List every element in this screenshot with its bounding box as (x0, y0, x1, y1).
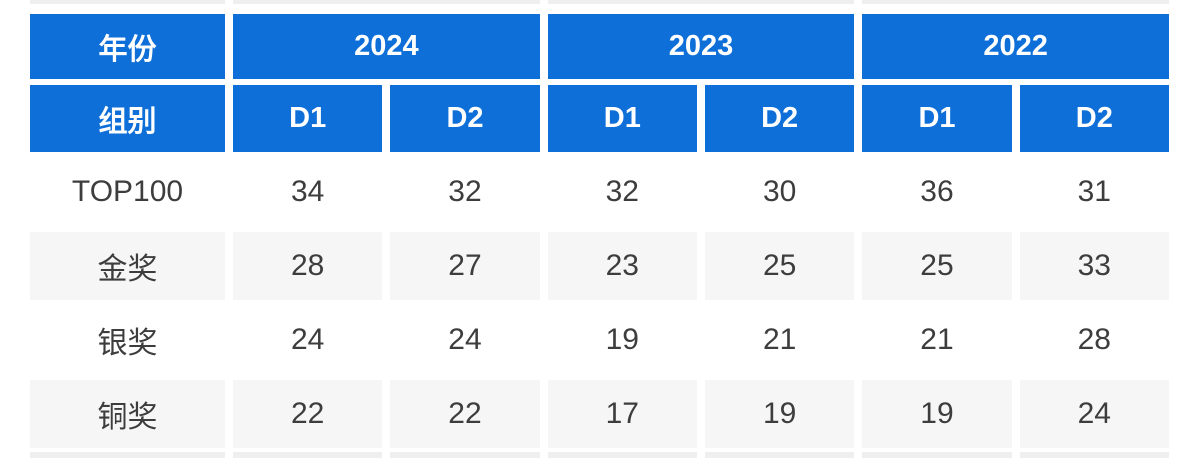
value-cell: 34 (290, 175, 325, 208)
cutoff-segment (862, 452, 1012, 458)
header-year-2023: 2023 (547, 14, 855, 79)
header-2023-d1: D1 (547, 85, 697, 152)
cutoff-segment (547, 452, 697, 458)
value-cell: 28 (233, 232, 383, 300)
cutoff-segment (30, 452, 225, 458)
value-cell: 21 (920, 323, 954, 356)
cutoff-segment (862, 0, 1169, 4)
row-label-top100: TOP100 (71, 175, 184, 208)
value-cell: 28 (1077, 323, 1111, 356)
row-label-silver: 银奖 (97, 327, 158, 360)
value-cell: 22 (233, 380, 383, 448)
value-cell: 32 (448, 175, 482, 208)
value-cell: 36 (920, 175, 954, 208)
value-cell: 24 (448, 323, 482, 356)
header-year-2024: 2024 (233, 14, 540, 79)
awards-table: 年份 2024 2023 2022 组别 D1 D2 D1 D2 D1 D2 T… (30, 14, 1169, 448)
value-cell: 17 (547, 380, 697, 448)
header-year-label: 年份 (30, 14, 225, 79)
header-2024-d1: D1 (233, 85, 383, 152)
value-cell: 27 (390, 232, 540, 300)
row-label-gold: 金奖 (30, 232, 225, 300)
value-cell: 32 (605, 175, 639, 208)
header-year-2022: 2022 (862, 14, 1169, 79)
cutoff-segment (233, 452, 383, 458)
header-2022-d1: D1 (862, 85, 1012, 152)
value-cell: 19 (605, 323, 639, 356)
cutoff-segment (547, 0, 855, 4)
value-cell: 25 (862, 232, 1012, 300)
cutoff-segment (233, 0, 540, 4)
header-group-label: 组别 (30, 85, 225, 152)
cutoff-segment (30, 0, 225, 4)
cutoff-segment (1019, 452, 1169, 458)
value-cell: 33 (1019, 232, 1169, 300)
value-cell: 22 (390, 380, 540, 448)
row-label-bronze: 铜奖 (30, 380, 225, 448)
cutoff-row-above (30, 0, 1169, 4)
value-cell: 19 (704, 380, 855, 448)
header-2024-d2: D2 (390, 85, 540, 152)
value-cell: 21 (762, 323, 797, 356)
value-cell: 19 (862, 380, 1012, 448)
value-cell: 24 (1019, 380, 1169, 448)
value-cell: 30 (762, 175, 797, 208)
awards-table-grid: 年份 2024 2023 2022 组别 D1 D2 D1 D2 D1 D2 T… (30, 14, 1169, 448)
header-2022-d2: D2 (1019, 85, 1169, 152)
header-2023-d2: D2 (704, 85, 855, 152)
value-cell: 25 (704, 232, 855, 300)
value-cell: 31 (1077, 175, 1111, 208)
cutoff-segment (390, 452, 540, 458)
value-cell: 23 (547, 232, 697, 300)
value-cell: 24 (290, 323, 325, 356)
cutoff-segment (704, 452, 855, 458)
cutoff-row-below (30, 452, 1169, 458)
